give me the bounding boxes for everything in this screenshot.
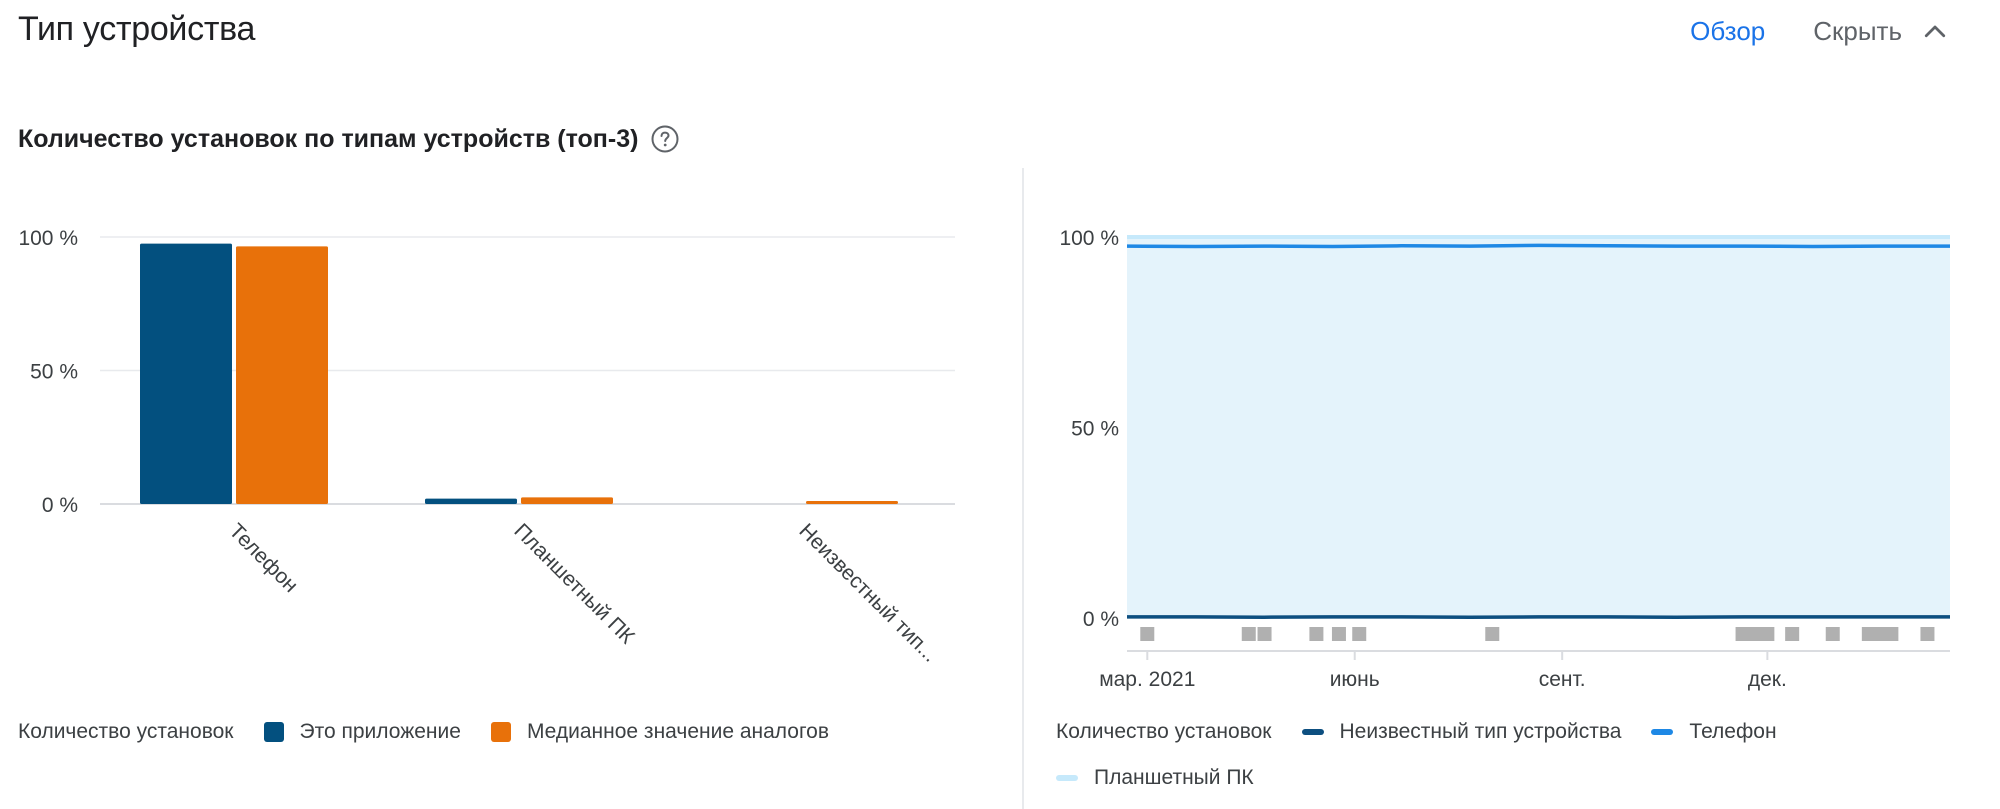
legend-title: Количество установок — [18, 720, 234, 743]
event-marker — [1735, 627, 1750, 641]
legend-label: Это приложение — [299, 720, 461, 743]
legend-swatch — [1651, 729, 1674, 735]
subtitle-text: Количество установок по типам устройств … — [18, 124, 639, 153]
legend-swatch — [263, 722, 284, 742]
event-marker — [1861, 627, 1876, 641]
legend-swatch — [1301, 729, 1324, 735]
event-marker — [1241, 627, 1256, 641]
collapse-label: Скрыть — [1813, 16, 1902, 46]
x-tick-label: мар. 2021 — [1099, 668, 1195, 691]
y-tick-label: 100 % — [18, 227, 78, 250]
panel-divider — [1022, 168, 1024, 809]
event-marker — [1825, 627, 1840, 641]
event-marker — [1331, 627, 1346, 641]
event-marker — [1309, 627, 1324, 641]
y-tick-label: 100 % — [1059, 227, 1119, 250]
x-tick-label: сент. — [1539, 668, 1586, 691]
area-fill — [1127, 237, 1950, 618]
line-chart: 100 % 50 % 0 % мар. 2021 июнь сент. дек. — [1059, 227, 1950, 691]
legend-item-this-app[interactable]: Это приложение — [263, 720, 461, 744]
y-tick-label: 50 % — [30, 361, 78, 384]
series-line — [1126, 243, 1950, 249]
y-tick-label: 0 % — [1083, 608, 1119, 631]
event-marker — [1760, 627, 1775, 641]
legend-item-peer-median[interactable]: Медианное значение аналогов — [490, 720, 829, 744]
section-title: Тип устройства — [18, 10, 256, 48]
event-marker — [1746, 627, 1761, 641]
chevron-up-icon — [1924, 25, 1946, 37]
bar — [236, 246, 328, 504]
legend-item-phone[interactable]: Телефон — [1651, 720, 1777, 744]
legend-title: Количество установок — [1056, 720, 1272, 743]
bar — [806, 501, 898, 504]
x-tick-label: июнь — [1330, 668, 1380, 691]
legend-swatch — [490, 722, 511, 742]
bar-chart: 100 % 50 % 0 % Телефон Планшетный ПК Неизвест… — [18, 227, 955, 667]
bar — [140, 243, 232, 505]
x-tick-label: Неизвестный тип... — [794, 519, 941, 666]
chart-subtitle: Количество установок по типам устройств … — [18, 124, 680, 154]
event-marker — [1920, 627, 1935, 641]
legend-label: Медианное значение аналогов — [526, 720, 829, 743]
event-marker — [1485, 627, 1500, 641]
legend-item-tablet[interactable]: Планшетный ПК — [1056, 766, 1254, 790]
bar — [425, 498, 517, 504]
y-tick-label: 50 % — [1071, 418, 1119, 441]
event-marker — [1352, 627, 1367, 641]
y-tick-label: 0 % — [42, 494, 78, 517]
x-tick-label: дек. — [1748, 668, 1787, 691]
overview-link[interactable]: Обзор — [1690, 16, 1766, 46]
event-marker — [1785, 627, 1800, 641]
legend-label: Планшетный ПК — [1094, 766, 1254, 789]
legend-right: Количество установок Неизвестный тип уст… — [1056, 720, 1956, 790]
legend-label: Неизвестный тип устройства — [1339, 720, 1622, 743]
collapse-button[interactable]: Скрыть — [1813, 16, 1950, 47]
legend-label: Телефон — [1689, 720, 1777, 743]
legend-swatch — [1056, 775, 1078, 781]
event-marker — [1873, 627, 1888, 641]
bar — [521, 497, 613, 504]
event-marker — [1884, 627, 1899, 641]
legend-item-unknown-device[interactable]: Неизвестный тип устройства — [1301, 720, 1622, 744]
x-tick-label: Планшетный ПК — [509, 519, 639, 649]
event-marker — [1257, 627, 1272, 641]
header-actions: Обзор Скрыть — [1690, 16, 1950, 47]
x-tick-label: Телефон — [224, 519, 302, 597]
legend-left: Количество установок Это приложение Меди… — [18, 720, 859, 744]
event-marker — [1140, 627, 1155, 641]
help-icon[interactable] — [650, 124, 680, 154]
